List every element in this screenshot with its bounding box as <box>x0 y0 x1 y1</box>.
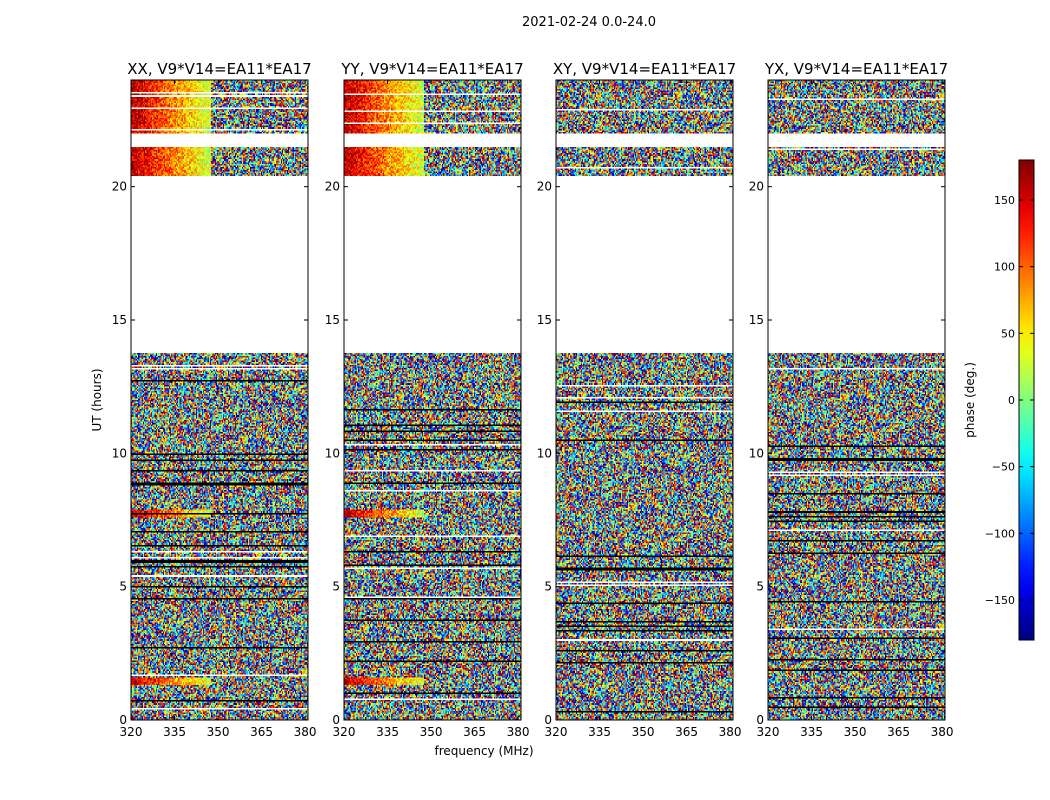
panel-heatmap-0 <box>131 80 308 720</box>
y-tick-label: 5 <box>544 580 552 594</box>
x-tick-label: 380 <box>719 725 742 739</box>
x-tick-label: 320 <box>757 725 780 739</box>
x-tick-label: 335 <box>376 725 399 739</box>
panel-title-3: YX, V9*V14=EA11*EA17 <box>764 60 948 78</box>
panel-0: XX, V9*V14=EA11*EA17 320 335 350 365 380 0 5 10 1… <box>112 60 317 739</box>
x-tick-label: 365 <box>887 725 910 739</box>
x-tick-label: 335 <box>163 725 186 739</box>
colorbar-tick-label: −150 <box>985 594 1015 607</box>
colorbar-label: phase (deg.) <box>963 362 977 438</box>
panel-frame-3 <box>767 79 946 721</box>
y-tick-label: 20 <box>537 180 552 194</box>
colorbar-tick-label: 0 <box>1008 394 1015 407</box>
y-tick-label: 0 <box>119 713 127 727</box>
panel-title-1: YY, V9*V14=EA11*EA17 <box>340 60 523 78</box>
x-tick-label: 380 <box>294 725 317 739</box>
panel-frame-2 <box>555 79 734 721</box>
figure-title: 2021-02-24 0.0-24.0 <box>522 15 656 30</box>
colorbar-tick-label: −100 <box>985 527 1015 540</box>
colorbar-gradient <box>1019 160 1034 640</box>
colorbar-tick-label: −50 <box>992 461 1015 474</box>
x-tick-label: 365 <box>250 725 273 739</box>
panel-heatmap-2 <box>556 80 733 720</box>
panel-3: YX, V9*V14=EA11*EA17 320 335 350 365 380 0 5 10 1… <box>749 60 954 739</box>
y-tick-label: 10 <box>112 446 127 460</box>
y-tick-label: 5 <box>756 580 764 594</box>
x-tick-label: 320 <box>120 725 143 739</box>
y-tick-label: 10 <box>749 446 764 460</box>
x-tick-label: 380 <box>931 725 954 739</box>
panel-1: YY, V9*V14=EA11*EA17 320 335 350 365 380 0 5 10 1… <box>325 60 530 739</box>
y-axis-label: UT (hours) <box>90 368 104 431</box>
x-tick-label: 335 <box>800 725 823 739</box>
panel-frame-0 <box>130 79 309 721</box>
x-tick-label: 380 <box>507 725 530 739</box>
y-tick-label: 20 <box>325 180 340 194</box>
x-tick-label: 320 <box>545 725 568 739</box>
y-tick-label: 15 <box>112 313 127 327</box>
panel-heatmap-1 <box>344 80 521 720</box>
y-tick-label: 20 <box>112 180 127 194</box>
y-tick-label: 10 <box>537 446 552 460</box>
colorbar: −150 −100 −50 0 50 100 150 <box>985 159 1035 641</box>
y-tick-label: 5 <box>332 580 340 594</box>
y-tick-label: 0 <box>756 713 764 727</box>
x-tick-label: 350 <box>632 725 655 739</box>
colorbar-tick-label: 50 <box>1001 327 1015 340</box>
panel-title-2: XY, V9*V14=EA11*EA17 <box>553 60 736 78</box>
colorbar-tick-label: 150 <box>994 194 1015 207</box>
x-tick-label: 365 <box>463 725 486 739</box>
x-tick-label: 365 <box>675 725 698 739</box>
y-tick-label: 15 <box>325 313 340 327</box>
panel-heatmap-3 <box>768 80 945 720</box>
y-tick-label: 15 <box>537 313 552 327</box>
x-tick-label: 320 <box>333 725 356 739</box>
x-tick-label: 350 <box>844 725 867 739</box>
panel-2: XY, V9*V14=EA11*EA17 320 335 350 365 380 0 5 10 1… <box>537 60 742 739</box>
panel-frame-1 <box>343 79 522 721</box>
panel-title-0: XX, V9*V14=EA11*EA17 <box>127 60 311 78</box>
y-tick-label: 15 <box>749 313 764 327</box>
panels-group: XX, V9*V14=EA11*EA17 320 335 350 365 380 0 5 10 1… <box>112 60 954 739</box>
x-tick-label: 335 <box>588 725 611 739</box>
x-tick-label: 350 <box>420 725 443 739</box>
y-tick-label: 0 <box>332 713 340 727</box>
x-axis-label: frequency (MHz) <box>434 744 533 758</box>
colorbar-tick-label: 100 <box>994 261 1015 274</box>
x-tick-label: 350 <box>207 725 230 739</box>
y-tick-label: 10 <box>325 446 340 460</box>
y-tick-label: 5 <box>119 580 127 594</box>
y-tick-label: 0 <box>544 713 552 727</box>
y-tick-label: 20 <box>749 180 764 194</box>
